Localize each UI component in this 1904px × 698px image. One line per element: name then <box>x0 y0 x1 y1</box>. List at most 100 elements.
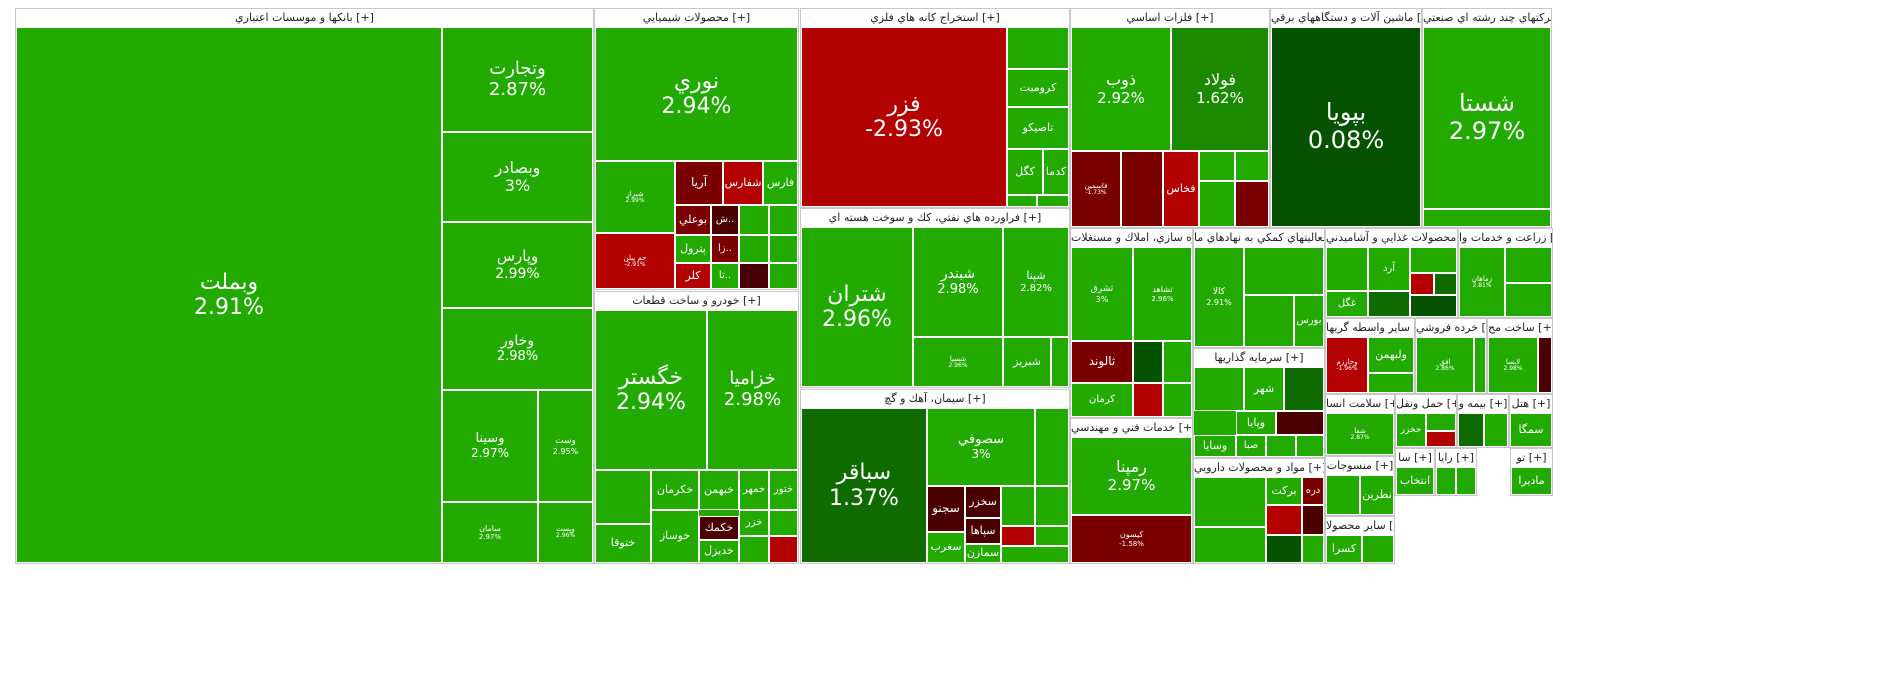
sector-header[interactable]: سيمان، آهك و گچ [+] <box>801 390 1069 408</box>
stock-tile[interactable]: فاسمين -1.73% <box>1071 151 1121 227</box>
stock-tile[interactable]: وست 2.95% <box>538 390 593 502</box>
stock-tile-small[interactable] <box>1423 209 1551 227</box>
stock-tile-small[interactable] <box>739 263 769 289</box>
stock-tile[interactable]: سپاها <box>965 518 1001 544</box>
stock-tile[interactable]: خديزل <box>699 540 739 563</box>
sector-header[interactable]: حمل ونقل [+] <box>1396 395 1456 413</box>
stock-tile-small[interactable] <box>739 205 769 235</box>
sector-header[interactable]: سلامت انسا [+] <box>1326 395 1394 413</box>
stock-tile-small[interactable] <box>1505 283 1552 317</box>
stock-tile-small[interactable] <box>1302 505 1324 535</box>
stock-tile-small[interactable] <box>1426 413 1456 431</box>
stock-tile[interactable]: خمهر <box>739 470 769 510</box>
stock-tile[interactable]: سغرب <box>927 532 965 563</box>
stock-tile-small[interactable] <box>1199 181 1235 227</box>
stock-tile-small[interactable] <box>1244 247 1324 295</box>
stock-tile[interactable]: وبملت 2.91% <box>16 27 442 563</box>
stock-tile[interactable]: كرمان <box>1071 383 1133 417</box>
stock-tile-small[interactable] <box>1194 367 1244 411</box>
stock-tile[interactable]: وپارس 2.99% <box>442 222 593 308</box>
stock-tile-small[interactable] <box>1051 337 1069 387</box>
stock-tile[interactable]: شفا 2.87% <box>1326 413 1394 455</box>
stock-tile-small[interactable] <box>1484 413 1508 447</box>
stock-tile[interactable]: كسرا <box>1326 535 1362 563</box>
stock-tile[interactable]: خوساز <box>651 510 699 563</box>
sector-header[interactable]: ماشين آلات و دستگاههاي برقي [+] <box>1271 9 1421 27</box>
stock-tile[interactable]: ذوب 2.92% <box>1071 27 1171 151</box>
stock-tile[interactable]: شبريز <box>1003 337 1051 387</box>
stock-tile[interactable]: بپويا 0.08% <box>1271 27 1421 227</box>
stock-tile[interactable]: شتران 2.96% <box>801 227 913 387</box>
stock-tile[interactable]: خكمك <box>699 516 739 540</box>
stock-tile-small[interactable] <box>1436 467 1456 495</box>
stock-tile-small[interactable] <box>1368 291 1410 317</box>
stock-tile-small[interactable] <box>1001 486 1035 526</box>
stock-tile-small[interactable] <box>1199 151 1235 181</box>
stock-tile[interactable]: لابسا 2.98% <box>1488 337 1538 393</box>
stock-tile[interactable]: كالا 2.91% <box>1194 247 1244 347</box>
stock-tile[interactable]: نطرين <box>1360 475 1394 515</box>
stock-tile[interactable]: سمازن <box>965 544 1001 563</box>
sector-header[interactable]: خودرو و ساخت قطعات [+] <box>595 292 798 310</box>
stock-tile-small[interactable] <box>769 263 798 289</box>
stock-tile[interactable]: آريا <box>675 161 723 205</box>
stock-tile-small[interactable] <box>1284 367 1324 411</box>
stock-tile-small[interactable] <box>1505 247 1552 283</box>
stock-tile[interactable]: كدما <box>1043 149 1069 195</box>
stock-tile[interactable]: سامان 2.97% <box>442 502 538 563</box>
stock-tile-small[interactable] <box>1326 247 1368 291</box>
stock-tile-small[interactable] <box>1362 535 1394 563</box>
stock-tile[interactable]: كيسون -1.58% <box>1071 515 1192 563</box>
stock-tile[interactable]: تاصيكو <box>1007 107 1069 149</box>
stock-tile-small[interactable] <box>1163 341 1192 383</box>
stock-tile[interactable]: خبهمن <box>699 470 739 510</box>
stock-tile[interactable]: ماديرا <box>1511 467 1552 495</box>
stock-tile[interactable]: تا.. <box>711 263 739 289</box>
sector-header[interactable]: محصولات غذايي و آشاميدني [+] <box>1326 229 1457 247</box>
sector-header[interactable]: سا [+] <box>1396 449 1434 467</box>
stock-tile-small[interactable] <box>1133 341 1163 383</box>
stock-tile-small[interactable] <box>769 510 798 536</box>
stock-tile-small[interactable] <box>1007 195 1037 207</box>
stock-tile[interactable]: نوري 2.94% <box>595 27 798 161</box>
sector-header[interactable]: خدمات فني و مهندسي [+] <box>1071 419 1192 437</box>
stock-tile[interactable]: جم پيلن -2.91% <box>595 233 675 289</box>
sector-header[interactable]: انبوه سازي، املاك و مستغلات [+] <box>1071 229 1192 247</box>
sector-header[interactable]: خرده فروشي [+] <box>1416 319 1486 337</box>
stock-tile-small[interactable] <box>1035 526 1069 546</box>
stock-tile[interactable]: غگل <box>1326 291 1368 317</box>
sector-header[interactable]: شركتهاي چند رشته اي صنعتي [+] <box>1423 9 1551 27</box>
stock-tile-small[interactable] <box>1474 337 1486 393</box>
stock-tile[interactable]: خزاميا 2.98% <box>707 310 798 470</box>
stock-tile-small[interactable] <box>1266 435 1296 457</box>
stock-tile[interactable]: وسايا <box>1194 435 1236 457</box>
stock-tile[interactable]: شسپا 2.96% <box>913 337 1003 387</box>
stock-tile-small[interactable] <box>1538 337 1552 393</box>
stock-tile[interactable]: ثشاهد 2.96% <box>1133 247 1192 341</box>
stock-tile[interactable]: ثالوند <box>1071 341 1133 383</box>
stock-tile[interactable]: افق 2.86% <box>1416 337 1474 393</box>
stock-tile-small[interactable] <box>739 235 769 263</box>
sector-header[interactable]: رايا [+] <box>1436 449 1476 467</box>
stock-tile[interactable]: شستا 2.97% <box>1423 27 1551 209</box>
stock-tile[interactable]: سجنو <box>927 486 965 532</box>
stock-tile-small[interactable] <box>769 536 798 563</box>
sector-header[interactable]: ساير محصولا [+] <box>1326 517 1394 535</box>
stock-tile-small[interactable] <box>1276 411 1324 435</box>
stock-tile-small[interactable] <box>769 205 798 235</box>
stock-tile-small[interactable] <box>1302 535 1324 563</box>
sector-header[interactable]: تو [+] <box>1511 449 1552 467</box>
stock-tile-small[interactable] <box>1410 273 1434 295</box>
stock-tile[interactable]: آرد <box>1368 247 1410 291</box>
stock-tile[interactable]: خزر <box>739 510 769 536</box>
stock-tile-small[interactable] <box>1266 505 1302 535</box>
stock-tile-small[interactable] <box>1410 295 1457 317</box>
stock-tile[interactable]: بورس <box>1294 295 1324 347</box>
stock-tile-small[interactable] <box>769 235 798 263</box>
stock-tile[interactable]: خگستر 2.94% <box>595 310 707 470</box>
sector-header[interactable]: ساير واسطه گريها [+] <box>1326 319 1414 337</box>
stock-tile[interactable]: بركت <box>1266 477 1302 505</box>
sector-header[interactable]: ساخت مح [+] <box>1488 319 1552 337</box>
stock-tile[interactable]: ثشرق 3% <box>1071 247 1133 341</box>
stock-tile[interactable]: وتجارت 2.87% <box>442 27 593 132</box>
